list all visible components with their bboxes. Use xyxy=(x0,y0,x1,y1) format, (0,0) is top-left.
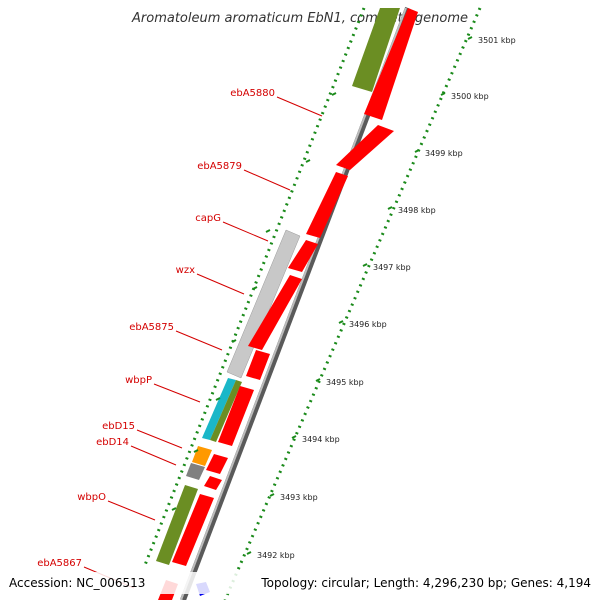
gene-ebd14 xyxy=(186,463,205,480)
summary-text: Topology: circular; Length: 4,296,230 bp… xyxy=(260,576,591,590)
gene-red-8 xyxy=(206,454,228,474)
gene-red-4 xyxy=(288,240,318,272)
gene-label-leader xyxy=(243,169,291,191)
gene-label-leader xyxy=(130,445,177,466)
scale-tick-mark xyxy=(414,149,420,153)
footer-bg xyxy=(0,572,600,594)
scale-tick-mark xyxy=(362,263,368,267)
gene-wbpp-olive xyxy=(210,380,242,442)
gene-label: ebA5867 xyxy=(37,558,82,569)
gene-label: ebA5879 xyxy=(197,161,242,172)
scale-tick-mark xyxy=(246,551,252,555)
gene-red-5 xyxy=(248,275,302,350)
gene-label-leader xyxy=(222,221,269,242)
scale-tick-label: 3492 kbp xyxy=(257,551,295,560)
gene-red-7 xyxy=(218,386,254,446)
scale-dotted-line xyxy=(223,7,482,600)
scale-tick-mark xyxy=(440,92,446,96)
scale-tick-mark xyxy=(338,320,344,324)
gene-label-leader xyxy=(136,429,183,449)
gene-olive-top xyxy=(352,8,400,92)
gene-label: capG xyxy=(195,213,221,224)
scale-tick-label: 3500 kbp xyxy=(451,92,489,101)
scale-tick-mark xyxy=(291,435,297,439)
scale-tick-label: 3498 kbp xyxy=(398,206,436,215)
scale-tick-mark xyxy=(269,493,275,497)
gene-red-3 xyxy=(306,172,348,238)
scale-labels: 3501 kbp 3500 kbp 3499 kbp 3498 kbp 3497 kbp… xyxy=(246,36,516,560)
gene-label-leader xyxy=(276,96,323,117)
accession-text: Accession: NC_006513 xyxy=(9,576,145,590)
gene-red-6 xyxy=(246,350,270,380)
gene-label: ebD15 xyxy=(102,421,135,432)
scale-tick-label: 3493 kbp xyxy=(280,493,318,502)
gene-wbpo xyxy=(156,485,198,565)
gene-label: ebA5880 xyxy=(230,88,275,99)
gene-red-1 xyxy=(364,8,418,120)
gene-red-9 xyxy=(204,476,222,490)
gene-wbpp-cyan xyxy=(202,378,236,440)
inner-track xyxy=(156,8,400,565)
scale-tick-label: 3497 kbp xyxy=(373,263,411,272)
gene-label-leader xyxy=(107,500,156,521)
scale-tick-mark xyxy=(315,378,321,382)
scale-tick-label: 3499 kbp xyxy=(425,149,463,158)
gene-label-leader xyxy=(175,330,223,351)
scale-tick-label: 3494 kbp xyxy=(302,435,340,444)
gene-label: wzx xyxy=(176,265,195,276)
inner-ticks xyxy=(171,92,337,511)
scale-tick-mark xyxy=(387,206,393,210)
scale-tick-label: 3501 kbp xyxy=(478,36,516,45)
outer-track xyxy=(158,8,418,600)
gene-label: ebD14 xyxy=(96,437,129,448)
gene-label-leader xyxy=(196,273,245,295)
gene-label-leader xyxy=(153,383,201,403)
sequence-dotted-line xyxy=(143,7,366,566)
gene-label: ebA5875 xyxy=(129,322,174,333)
gene-ebd15 xyxy=(192,446,212,466)
gene-red-10 xyxy=(172,494,214,566)
scale-tick-label: 3495 kbp xyxy=(326,378,364,387)
gene-label: wbpP xyxy=(125,375,152,386)
gene-capg xyxy=(226,229,301,379)
gene-red-2 xyxy=(336,125,394,170)
scale-tick-mark xyxy=(467,36,473,40)
scale-tick-label: 3496 kbp xyxy=(349,320,387,329)
gene-labels: ebA5880 ebA5879 capG wzx ebA5875 wbpP ebD15 ebD… xyxy=(37,88,323,589)
gene-label: wbpO xyxy=(77,492,106,503)
